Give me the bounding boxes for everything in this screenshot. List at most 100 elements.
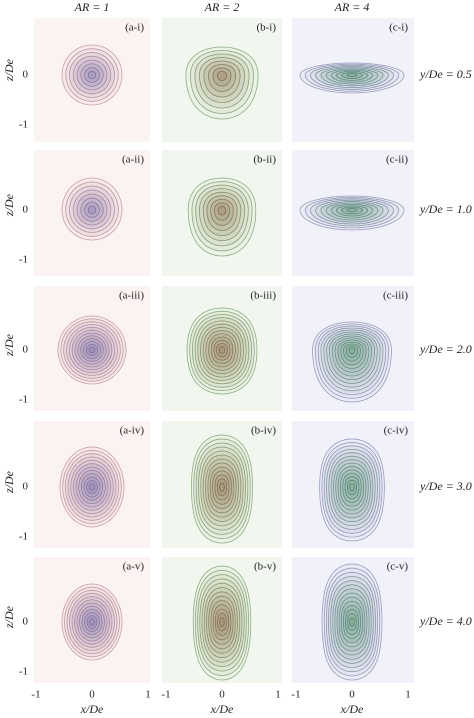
panel-label: (b-iv) xyxy=(251,425,276,437)
contour xyxy=(61,177,123,241)
contour xyxy=(190,434,254,544)
contour xyxy=(78,469,106,505)
contour xyxy=(198,188,246,242)
contour xyxy=(84,67,100,83)
contour xyxy=(86,615,98,629)
y-axis-label: z/De xyxy=(2,193,16,217)
contour xyxy=(209,466,235,509)
contour xyxy=(323,445,381,534)
contour xyxy=(346,208,358,213)
contour xyxy=(205,458,239,518)
contour xyxy=(217,71,227,81)
contour xyxy=(330,580,374,664)
y-axis-label: z/De xyxy=(2,605,16,629)
contour xyxy=(75,466,109,508)
panel-background xyxy=(162,286,282,411)
y-tick-label: 0 xyxy=(23,616,29,628)
contour xyxy=(61,44,123,106)
contour xyxy=(323,329,381,388)
contour xyxy=(339,469,365,507)
contour xyxy=(336,592,368,652)
row-label: y/De = 0.5 xyxy=(419,67,472,81)
row-label: y/De = 4.0 xyxy=(419,614,472,628)
contour xyxy=(76,602,108,642)
contour xyxy=(341,206,363,215)
contour xyxy=(66,324,118,376)
contour xyxy=(299,195,405,231)
contour xyxy=(212,67,232,87)
row-label: y/De = 1.0 xyxy=(419,202,472,216)
y-axis-label: z/De xyxy=(2,58,16,82)
contour xyxy=(334,588,370,656)
contour xyxy=(341,72,363,79)
panel-background xyxy=(34,18,150,142)
contour xyxy=(206,591,238,654)
contour xyxy=(330,455,374,523)
x-tick-label: -1 xyxy=(31,689,40,701)
contour xyxy=(299,62,405,94)
contour xyxy=(76,59,108,91)
contour xyxy=(76,193,108,226)
contour xyxy=(69,52,115,98)
contour xyxy=(81,608,103,636)
panel-label: (c-i) xyxy=(389,22,408,34)
contour xyxy=(57,315,127,385)
contour xyxy=(349,483,355,492)
contour xyxy=(217,205,227,216)
contour xyxy=(340,600,364,644)
contour xyxy=(70,459,114,515)
contour xyxy=(217,613,227,632)
contour xyxy=(342,472,362,503)
x-axis-label: x/De xyxy=(210,702,234,716)
contour xyxy=(347,479,357,496)
x-tick-label: 0 xyxy=(219,689,225,701)
contour xyxy=(203,587,241,659)
y-axis-label: z/De xyxy=(2,333,16,357)
contour xyxy=(348,347,356,355)
contour xyxy=(210,336,234,364)
contour xyxy=(317,325,387,396)
contour xyxy=(210,600,234,645)
panel-background xyxy=(162,18,282,142)
contour xyxy=(62,449,122,525)
panel-label: (a-iii) xyxy=(119,290,144,302)
contour xyxy=(337,339,367,370)
contour xyxy=(192,565,252,681)
x-tick-label: -1 xyxy=(161,689,170,701)
contour xyxy=(88,346,96,354)
row-label: y/De = 2.0 xyxy=(419,342,472,356)
contour xyxy=(216,343,228,358)
contour xyxy=(200,323,244,378)
panel-background xyxy=(292,150,414,276)
contour xyxy=(202,454,242,522)
panel-label: (a-iv) xyxy=(120,425,145,437)
contour xyxy=(87,70,97,80)
column-header: AR = 4 xyxy=(334,0,370,14)
y-tick-label: -1 xyxy=(19,119,28,131)
panel-label: (b-i) xyxy=(256,22,276,34)
contour xyxy=(194,53,250,109)
panel-label: (c-ii) xyxy=(386,154,408,166)
contour xyxy=(197,574,247,672)
contour xyxy=(208,64,236,92)
contour xyxy=(335,462,369,515)
contour xyxy=(187,177,257,257)
y-axis-label: z/De xyxy=(2,470,16,494)
panel-label: (b-ii) xyxy=(253,154,276,166)
row-label: y/De = 3.0 xyxy=(419,479,472,493)
x-tick-label: 0 xyxy=(89,689,95,701)
y-tick-label: 0 xyxy=(23,204,29,216)
contour xyxy=(77,335,107,365)
panel-background xyxy=(34,150,150,276)
contour xyxy=(79,605,105,639)
panel-background xyxy=(292,557,414,683)
contour xyxy=(64,586,120,658)
contour xyxy=(328,333,376,381)
contour xyxy=(212,470,232,505)
contour xyxy=(334,337,370,373)
contour xyxy=(198,446,246,531)
contour xyxy=(67,456,117,518)
contour xyxy=(191,314,253,388)
contour xyxy=(189,50,255,114)
